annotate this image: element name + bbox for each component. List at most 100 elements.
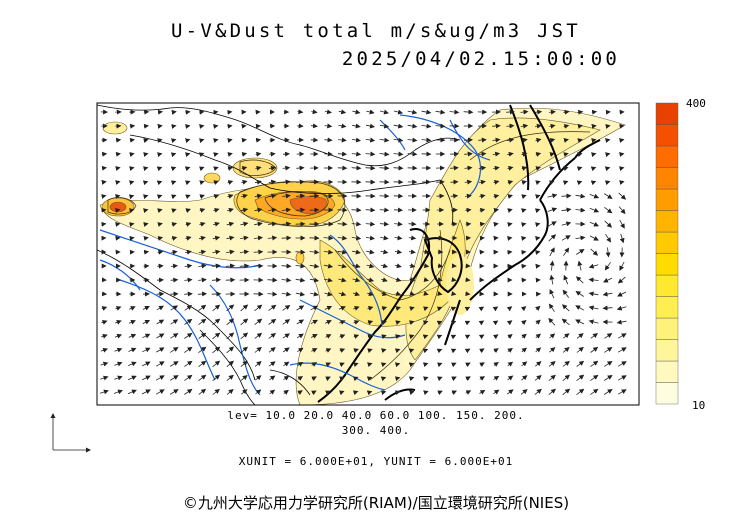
wind-arrow: [590, 374, 599, 381]
wind-arrow: [184, 305, 193, 311]
wind-arrow: [338, 137, 347, 143]
wind-arrow: [157, 263, 164, 269]
wind-arrow: [296, 165, 305, 171]
wind-arrow: [437, 376, 443, 382]
wind-arrow: [199, 194, 205, 199]
wind-arrow: [239, 249, 250, 255]
wind-arrow: [115, 194, 121, 199]
contour-levels-cont: 300. 400.: [341, 424, 411, 437]
wind-arrow: [212, 346, 221, 354]
wind-arrow: [521, 347, 527, 353]
rivers: [99, 114, 491, 396]
wind-arrow: [254, 332, 263, 339]
wind-arrow: [422, 320, 429, 326]
wind-arrow: [562, 289, 570, 298]
wind-arrow: [535, 152, 542, 157]
wind-arrow: [421, 123, 432, 129]
wind-arrow: [171, 222, 178, 227]
wind-arrow: [268, 165, 276, 171]
wind-arrow: [226, 318, 235, 326]
wind-arrow: [395, 263, 402, 269]
wind-arrow: [295, 263, 306, 269]
wind-arrow: [437, 291, 443, 296]
wind-arrow: [409, 306, 415, 312]
wind-arrow: [268, 193, 277, 199]
wind-arrow: [618, 192, 627, 200]
wind-arrow: [548, 374, 556, 381]
wind-arrow: [255, 137, 262, 143]
wind-arrow: [240, 193, 248, 199]
wind-arrow: [549, 137, 556, 143]
wind-arrow: [464, 320, 471, 326]
colorbar-swatch: [655, 274, 679, 297]
wind-arrow: [577, 138, 583, 143]
wind-arrow: [605, 247, 611, 258]
wind-arrow: [492, 334, 499, 340]
wind-arrow: [184, 138, 191, 144]
wind-arrow: [268, 347, 276, 353]
wind-arrow: [421, 137, 432, 143]
wind-arrow: [212, 249, 221, 255]
wind-arrow: [464, 334, 471, 340]
wind-arrow: [281, 221, 292, 227]
wind-arrow: [268, 304, 277, 311]
wind-arrow: [338, 291, 347, 297]
wind-arrow: [129, 221, 135, 227]
wind-arrow: [590, 180, 597, 186]
wind-arrow: [617, 276, 626, 284]
wind-arrow: [380, 390, 387, 396]
wind-arrow: [365, 151, 376, 157]
wind-arrow: [379, 221, 389, 227]
wind-arrow: [590, 152, 597, 158]
wind-arrow: [590, 346, 599, 353]
wind-arrow: [367, 306, 374, 311]
wind-arrow: [198, 318, 207, 326]
wind-arrow: [604, 347, 613, 353]
wind-arrow: [590, 166, 597, 172]
wind-arrow: [171, 123, 177, 129]
wind-arrow: [507, 151, 514, 157]
wind-arrow: [507, 361, 514, 367]
wind-arrow: [156, 152, 163, 158]
wind-arrow: [352, 249, 361, 255]
wind-arrow: [365, 221, 376, 227]
wind-arrow: [309, 249, 320, 255]
wind-arrow: [379, 151, 390, 157]
wind-arrow: [184, 166, 191, 172]
wind-arrow: [227, 152, 233, 157]
colorbar-swatch: [655, 317, 679, 340]
wind-arrow: [575, 319, 585, 325]
wind-arrow: [156, 347, 165, 353]
wind-arrow: [311, 348, 318, 353]
wind-arrow: [254, 304, 263, 312]
wind-arrow: [547, 207, 558, 213]
wind-arrow: [254, 360, 262, 367]
wind-arrow: [493, 221, 499, 227]
wind-arrow: [589, 221, 600, 227]
wind-arrow: [563, 166, 569, 172]
wind-arrow: [170, 180, 177, 186]
wind-arrow: [617, 361, 627, 367]
wind-arrow: [605, 123, 611, 129]
wind-arrow: [99, 389, 109, 395]
wind-arrow: [478, 165, 487, 171]
wind-arrow: [169, 375, 179, 381]
wind-arrow: [395, 291, 402, 296]
wind-arrow: [603, 374, 613, 381]
wind-arrow: [563, 274, 569, 285]
wind-arrow: [213, 180, 219, 185]
wind-arrow: [617, 291, 627, 297]
wind-arrow: [561, 235, 571, 241]
wind-arrow: [451, 362, 457, 368]
wind-arrow: [324, 277, 333, 283]
wind-arrow: [311, 390, 317, 396]
wind-arrow: [479, 207, 486, 213]
wind-arrow: [604, 152, 611, 158]
wind-arrow: [282, 333, 290, 339]
wind-arrow: [297, 361, 304, 367]
wind-arrow: [563, 109, 570, 115]
wind-arrow: [352, 376, 359, 382]
wind-arrow: [561, 304, 570, 312]
wind-arrow: [562, 374, 570, 382]
wind-arrow: [575, 305, 585, 311]
